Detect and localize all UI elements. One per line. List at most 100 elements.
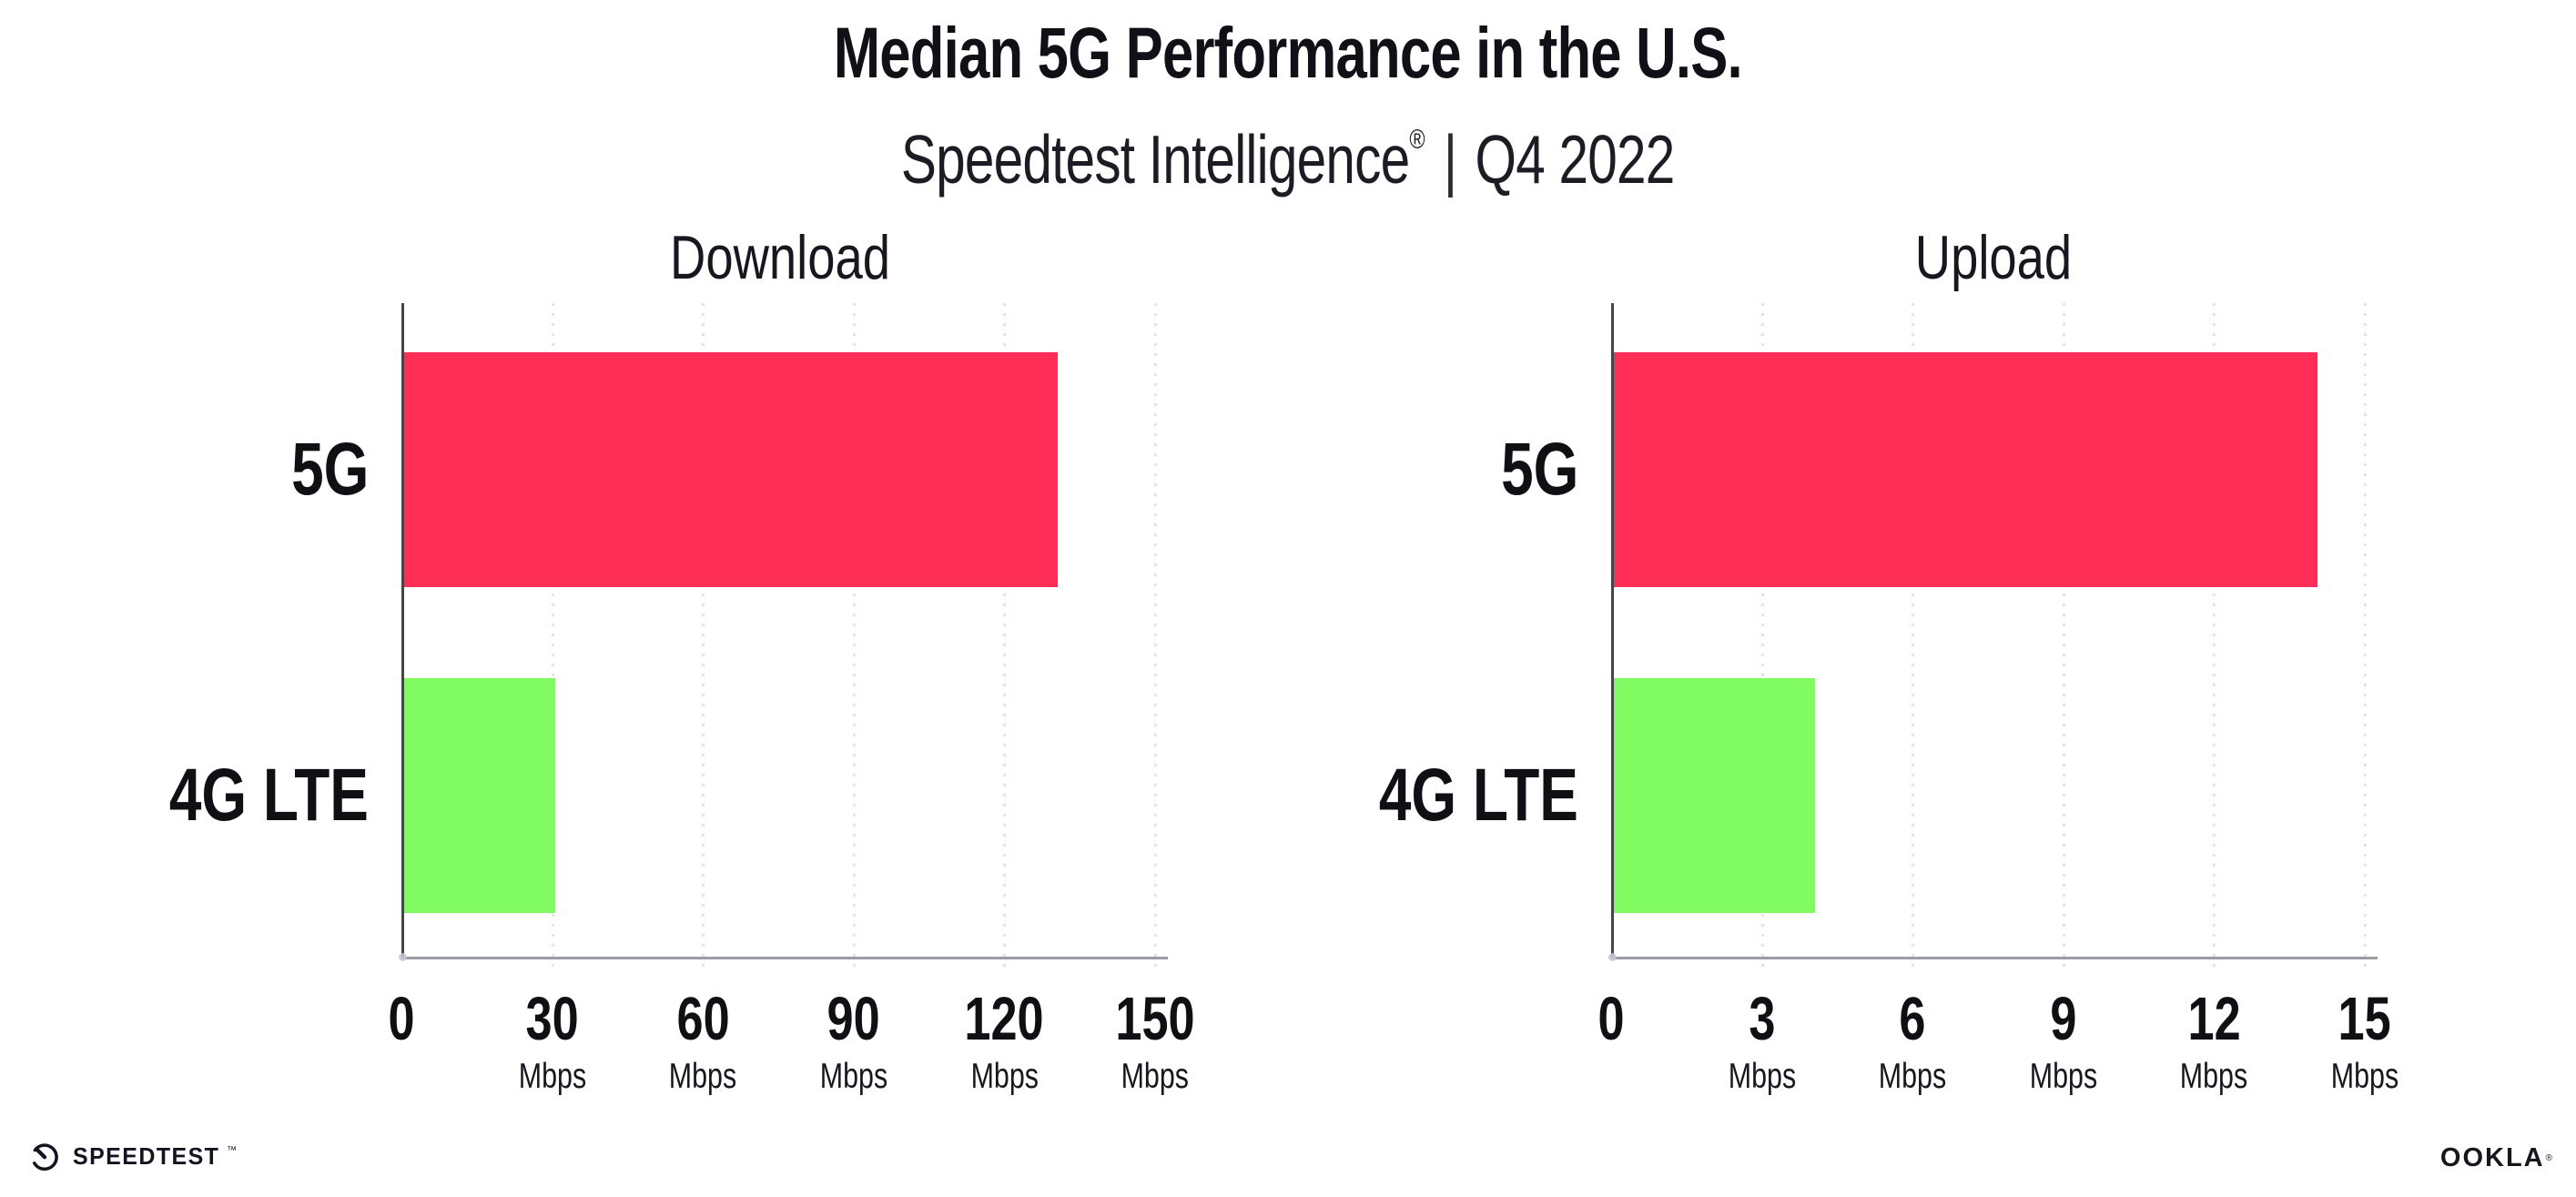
x-tick-value-text: 120 [964, 985, 1044, 1053]
bar-4g-lte [1614, 678, 1815, 913]
x-tick-12: 12 Mbps [2171, 986, 2257, 1097]
upload-chart-title: Upload [1914, 223, 2073, 292]
x-axis-line [1610, 957, 2378, 959]
x-tick-value-text: 12 [2187, 985, 2241, 1053]
category-label-text: 4G LTE [168, 754, 369, 837]
x-tick-9: 9 Mbps [2020, 986, 2106, 1097]
x-tick-unit-text: Mbps [970, 1057, 1039, 1096]
gridline-9 [2062, 303, 2065, 971]
category-label-5g: 5G [1305, 430, 1578, 510]
category-label-4g-lte: 4G LTE [1305, 756, 1578, 836]
x-tick-unit: Mbps [810, 1057, 897, 1097]
x-tick-value-text: 15 [2338, 985, 2392, 1053]
x-tick-3: 3 Mbps [1719, 986, 1805, 1097]
subtitle-brand: Speedtest Intelligence [901, 121, 1410, 198]
x-tick-unit-text: Mbps [518, 1057, 586, 1096]
x-tick-unit-text: Mbps [819, 1057, 887, 1096]
x-tick-value: 60 [660, 986, 746, 1053]
gridline-6 [1912, 303, 1915, 971]
subtitle-separator: | [1444, 121, 1457, 198]
x-tick-value: 15 [2321, 986, 2408, 1053]
registered-mark: ® [1409, 125, 1425, 155]
x-tick-0: 0 [1594, 986, 1628, 1053]
gridline-90 [852, 303, 856, 971]
page-title-text: Median 5G Performance in the U.S. [833, 12, 1743, 93]
page-subtitle-text: Speedtest Intelligence® | Q4 2022 [901, 102, 1675, 198]
x-tick-unit-text: Mbps [1121, 1057, 1190, 1096]
y-axis-line [1611, 303, 1614, 959]
x-tick-30: 30 Mbps [509, 986, 595, 1097]
ookla-logo: OOKLA ® [2440, 1140, 2552, 1176]
x-tick-150: 150 Mbps [1104, 986, 1206, 1097]
x-tick-value-text: 90 [827, 985, 880, 1053]
x-tick-90: 90 Mbps [810, 986, 897, 1097]
x-tick-unit: Mbps [2321, 1057, 2408, 1097]
x-tick-value: 3 [1719, 986, 1805, 1053]
page-subtitle: Speedtest Intelligence® | Q4 2022 [0, 102, 2576, 198]
upload-chart-plot: 5G 4G LTE 0 3 Mbps 6 Mbps 9 Mbps 12 Mbps 15 Mbps [1379, 303, 2399, 1096]
category-label-5g: 5G [96, 430, 369, 510]
gridline-120 [1003, 303, 1007, 971]
bar-5g [1614, 352, 2317, 587]
x-tick-value-text: 30 [525, 985, 579, 1053]
x-tick-value: 12 [2171, 986, 2257, 1053]
x-tick-unit-text: Mbps [1728, 1057, 1796, 1096]
x-tick-value: 90 [810, 986, 897, 1053]
x-axis-line [401, 957, 1168, 959]
x-tick-6: 6 Mbps [1870, 986, 1956, 1097]
ookla-logo-label: OOKLA [2439, 1142, 2545, 1172]
x-tick-unit: Mbps [509, 1057, 595, 1097]
category-label-text: 4G LTE [1378, 754, 1578, 837]
ookla-registered-mark: ® [2545, 1152, 2552, 1163]
x-tick-value: 0 [1594, 986, 1628, 1053]
x-tick-0: 0 [384, 986, 418, 1053]
subtitle-period: Q4 2022 [1475, 121, 1676, 198]
gridline-150 [1154, 303, 1157, 971]
category-label-4g-lte: 4G LTE [96, 756, 369, 836]
x-tick-value-text: 9 [2050, 985, 2077, 1053]
x-tick-unit: Mbps [2020, 1057, 2106, 1097]
speedtest-logo: SPEEDTEST ™ [27, 1137, 237, 1175]
speedtest-logo-label: SPEEDTEST ™ [73, 1141, 238, 1170]
x-tick-value-text: 60 [676, 985, 730, 1053]
x-tick-unit-text: Mbps [2029, 1057, 2097, 1096]
axis-origin-dot [399, 953, 407, 961]
gridline-3 [1760, 303, 1764, 971]
x-tick-unit-text: Mbps [668, 1057, 737, 1096]
bar-5g [404, 352, 1058, 587]
download-chart-title: Download [670, 223, 890, 292]
x-tick-value: 120 [953, 986, 1055, 1053]
speedtest-trademark: ™ [227, 1144, 238, 1156]
x-tick-value: 30 [509, 986, 595, 1053]
x-tick-value-text: 150 [1115, 985, 1195, 1053]
gridline-60 [702, 303, 705, 971]
x-tick-unit: Mbps [2171, 1057, 2257, 1097]
x-tick-value-text: 3 [1749, 985, 1776, 1053]
x-tick-unit-text: Mbps [1878, 1057, 1947, 1096]
category-label-text: 5G [1500, 428, 1578, 511]
x-tick-value: 150 [1104, 986, 1206, 1053]
x-tick-unit: Mbps [953, 1057, 1055, 1097]
x-tick-60: 60 Mbps [660, 986, 746, 1097]
x-tick-unit: Mbps [1870, 1057, 1956, 1097]
x-tick-value: 9 [2020, 986, 2106, 1053]
x-tick-120: 120 Mbps [953, 986, 1055, 1097]
gridline-12 [2213, 303, 2216, 971]
x-tick-15: 15 Mbps [2321, 986, 2408, 1097]
download-chart-plot: 5G 4G LTE 0 30 Mbps 60 Mbps 90 Mbps 120 Mbps 150 Mbp… [169, 303, 1195, 1096]
x-tick-value-text: 0 [388, 985, 415, 1053]
category-label-text: 5G [290, 428, 369, 511]
gridline-30 [551, 303, 554, 971]
x-tick-unit-text: Mbps [2180, 1057, 2248, 1096]
gridline-15 [2364, 303, 2367, 971]
x-tick-unit: Mbps [1719, 1057, 1805, 1097]
x-tick-unit: Mbps [1104, 1057, 1206, 1097]
x-tick-value-text: 0 [1597, 985, 1625, 1053]
x-tick-value: 0 [384, 986, 418, 1053]
x-tick-value: 6 [1870, 986, 1956, 1053]
x-tick-unit-text: Mbps [2330, 1057, 2399, 1096]
x-tick-value-text: 6 [1899, 985, 1926, 1053]
x-tick-unit: Mbps [660, 1057, 746, 1097]
bar-4g-lte [404, 678, 555, 913]
